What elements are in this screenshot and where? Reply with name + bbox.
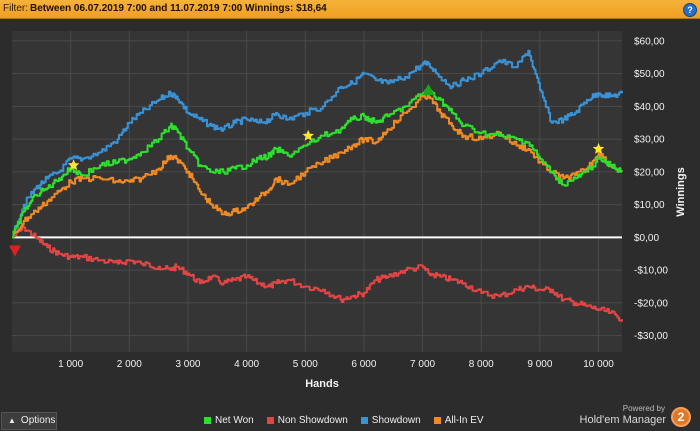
series-line-non-showdown [12, 225, 623, 322]
legend-item-showdown[interactable]: Showdown [360, 413, 421, 427]
legend-swatch-non-showdown [266, 416, 274, 424]
legend-label: Non Showdown [277, 414, 348, 426]
legend-label: All-In EV [444, 414, 484, 426]
chevron-up-icon: ▲ [8, 416, 16, 425]
series-line-all-in-ev [12, 92, 623, 239]
legend-label: Showdown [371, 414, 421, 426]
hem2-logo-icon: 2 [671, 407, 691, 427]
y-tick-label: $50,00 [634, 69, 665, 80]
brand-name: Hold'em Manager [579, 414, 666, 426]
marker-star [592, 142, 605, 154]
y-tick-label: $0,00 [634, 233, 659, 244]
y-tick-label: -$20,00 [634, 298, 668, 309]
x-axis-title: Hands [305, 378, 339, 390]
x-tick-label: 8 000 [469, 359, 494, 370]
x-tick-label: 7 000 [410, 359, 435, 370]
legend-label: Net Won [215, 414, 254, 426]
help-icon[interactable]: ? [683, 3, 697, 17]
y-tick-label: $30,00 [634, 135, 665, 146]
marker-triangle-up [422, 83, 435, 95]
winnings-chart: $60,00 $50,00 $40,00 $30,00 $20,00 $10,00 $0,0… [8, 31, 687, 390]
x-tick-label: 3 000 [175, 359, 200, 370]
x-tick-label: 10 000 [583, 359, 614, 370]
marker-star [302, 129, 314, 141]
filter-bar: Filter: Between 06.07.2019 7:00 and 11.0… [0, 0, 700, 19]
x-tick-label: 9 000 [527, 359, 552, 370]
y-tick-label: $10,00 [634, 200, 665, 211]
x-tick-label: 6 000 [351, 359, 376, 370]
y-tick-label: -$10,00 [634, 266, 668, 277]
y-axis-title: Winnings [675, 167, 687, 216]
legend-swatch-all-in-ev [433, 416, 441, 424]
series-line-showdown [12, 49, 623, 239]
marker-triangle-down [8, 245, 21, 257]
powered-by-text: Powered by [622, 404, 665, 413]
filter-prefix: Filter: [3, 3, 28, 14]
y-tick-label: -$30,00 [634, 331, 668, 342]
marker-star [67, 159, 80, 171]
series-line-net-won [12, 87, 623, 239]
legend-item-all-in-ev[interactable]: All-In EV [433, 413, 484, 427]
legend-item-non-showdown[interactable]: Non Showdown [266, 413, 348, 427]
y-tick-label: $40,00 [634, 102, 665, 113]
options-label: Options [20, 415, 56, 426]
options-button[interactable]: ▲ Options [1, 412, 57, 430]
plot-area [12, 31, 622, 352]
x-tick-label: 2 000 [117, 359, 142, 370]
x-tick-label: 5 000 [293, 359, 318, 370]
x-tick-label: 1 000 [58, 359, 83, 370]
filter-text[interactable]: Between 06.07.2019 7:00 and 11.07.2019 7… [30, 3, 327, 14]
legend-item-net-won[interactable]: Net Won [204, 413, 254, 427]
y-tick-label: $60,00 [634, 36, 665, 47]
legend-swatch-net-won [204, 416, 211, 424]
chart-legend: Net Won Non Showdown Showdown All-In EV [204, 413, 484, 427]
x-tick-label: 4 000 [234, 359, 259, 370]
legend-swatch-showdown [360, 416, 368, 424]
y-tick-label: $20,00 [634, 167, 665, 178]
bottom-bar: ▲ Options [0, 410, 700, 431]
